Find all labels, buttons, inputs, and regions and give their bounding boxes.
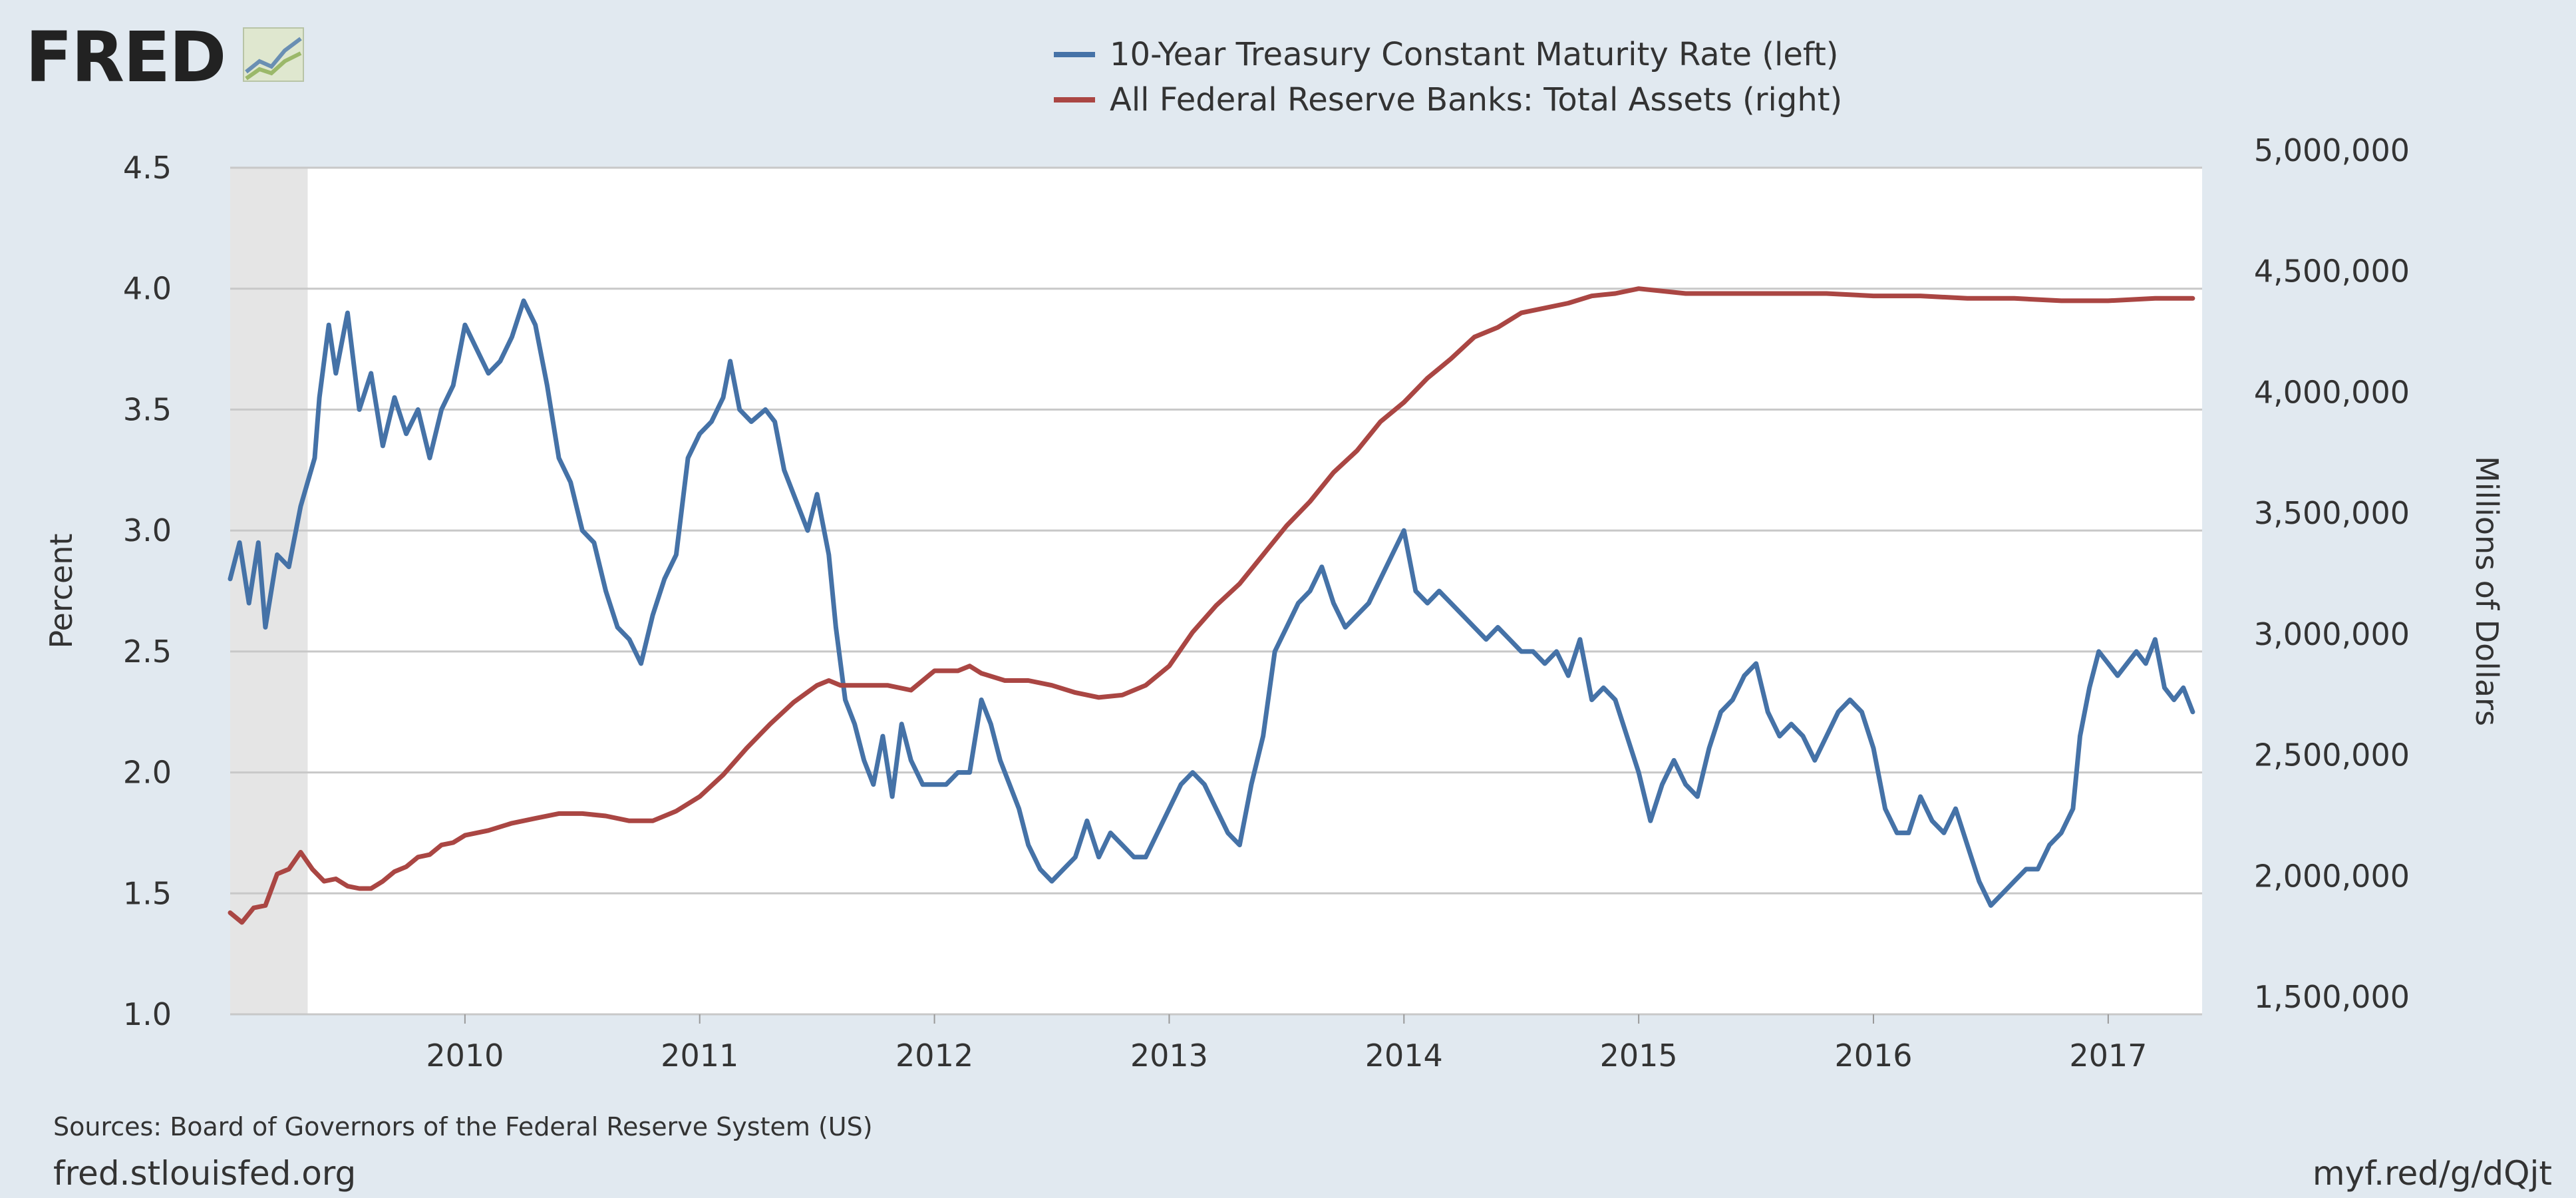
x-tick-label: 2011 (661, 1038, 738, 1074)
x-tick-label: 2016 (1834, 1038, 1912, 1074)
legend-label-assets: All Federal Reserve Banks: Total Assets … (1110, 81, 1842, 118)
legend-item-assets[interactable]: All Federal Reserve Banks: Total Assets … (1054, 81, 1842, 118)
y-right-tick-label: 2,500,000 (2254, 737, 2410, 773)
y-right-tick-label: 5,000,000 (2254, 132, 2410, 168)
y-left-tick-label: 2.0 (123, 755, 172, 791)
y-axis-right-title: Millions of Dollars (2469, 456, 2505, 726)
x-tick-label: 2017 (2069, 1038, 2147, 1074)
y-right-tick-label: 3,000,000 (2254, 616, 2410, 652)
y-axis-right-ticks: 1,500,000 2,000,000 2,500,000 3,000,000 3,50… (2254, 132, 2410, 1015)
x-tick-label: 2014 (1365, 1038, 1443, 1074)
fred-logo-text: FRED (25, 17, 226, 98)
series-lines (228, 286, 2195, 925)
series-line-treasury-rate (228, 298, 2195, 908)
y-left-tick-label: 1.5 (123, 875, 172, 911)
y-left-tick-label: 2.5 (123, 634, 172, 670)
y-axis-left-ticks: 1.0 1.5 2.0 2.5 3.0 3.5 4.0 4.5 (123, 150, 172, 1032)
y-right-tick-label: 2,000,000 (2254, 858, 2410, 894)
legend-label-treasury: 10-Year Treasury Constant Maturity Rate … (1110, 36, 1839, 73)
y-right-tick-label: 4,500,000 (2254, 254, 2410, 290)
legend: 10-Year Treasury Constant Maturity Rate … (1054, 36, 1842, 118)
y-right-tick-label: 3,500,000 (2254, 495, 2410, 531)
y-left-tick-label: 3.0 (123, 512, 172, 548)
fred-logo[interactable]: FRED (25, 17, 304, 98)
short-link[interactable]: myf.red/g/dQjt (2313, 1154, 2552, 1193)
x-tick-label: 2010 (426, 1038, 504, 1074)
plot-area (230, 168, 2202, 1014)
y-right-tick-label: 1,500,000 (2254, 979, 2410, 1015)
y-left-tick-label: 4.5 (123, 150, 172, 186)
sources-note: Sources: Board of Governors of the Feder… (53, 1112, 873, 1141)
y-left-tick-label: 4.0 (123, 271, 172, 307)
y-left-tick-label: 3.5 (123, 391, 172, 427)
x-axis-ticks: 2010 2011 2012 2013 2014 2015 2016 2017 (426, 1014, 2147, 1074)
x-tick-label: 2015 (1600, 1038, 1678, 1074)
trend-lines-icon (243, 27, 304, 82)
y-right-tick-label: 4,000,000 (2254, 374, 2410, 410)
legend-item-treasury[interactable]: 10-Year Treasury Constant Maturity Rate … (1054, 36, 1839, 73)
y-left-tick-label: 1.0 (123, 996, 172, 1032)
series-line-total-assets (228, 286, 2195, 925)
site-link[interactable]: fred.stlouisfed.org (53, 1154, 356, 1193)
x-tick-label: 2012 (895, 1038, 973, 1074)
x-tick-label: 2013 (1130, 1038, 1208, 1074)
y-axis-left-title: Percent (43, 533, 79, 648)
